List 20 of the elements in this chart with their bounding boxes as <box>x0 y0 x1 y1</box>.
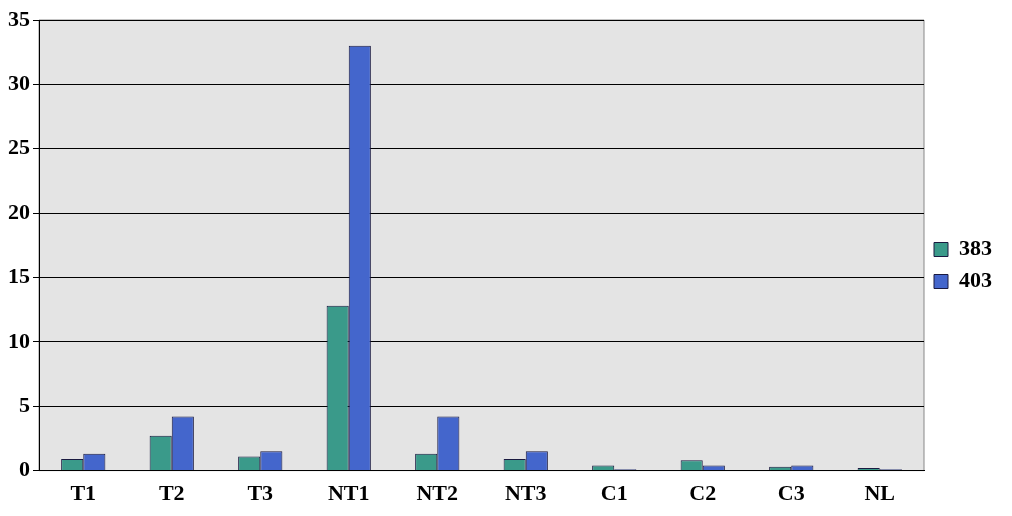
x-tick-label: T1 <box>70 480 97 506</box>
legend-label: 383 <box>959 235 992 261</box>
x-tick-label: C3 <box>777 480 805 506</box>
x-tick-label: T3 <box>247 480 274 506</box>
y-tick-label: 30 <box>8 70 30 96</box>
y-tick-label: 35 <box>8 5 30 31</box>
y-tick-label: 15 <box>8 263 30 289</box>
y-tick-label: 10 <box>8 327 30 353</box>
y-tick-label: 25 <box>8 134 30 160</box>
y-tick-label: 0 <box>19 456 30 482</box>
x-tick-label: NT2 <box>416 480 459 506</box>
y-tick-label: 5 <box>19 391 30 417</box>
x-tick-label: C2 <box>689 480 717 506</box>
x-tick-label: NT1 <box>327 480 370 506</box>
y-tick-label: 20 <box>8 198 30 224</box>
legend-label: 403 <box>959 267 992 293</box>
x-tick-label: NT3 <box>504 480 547 506</box>
x-tick-label: NL <box>864 480 896 506</box>
x-tick-label: T2 <box>158 480 185 506</box>
x-tick-label: C1 <box>600 480 628 506</box>
